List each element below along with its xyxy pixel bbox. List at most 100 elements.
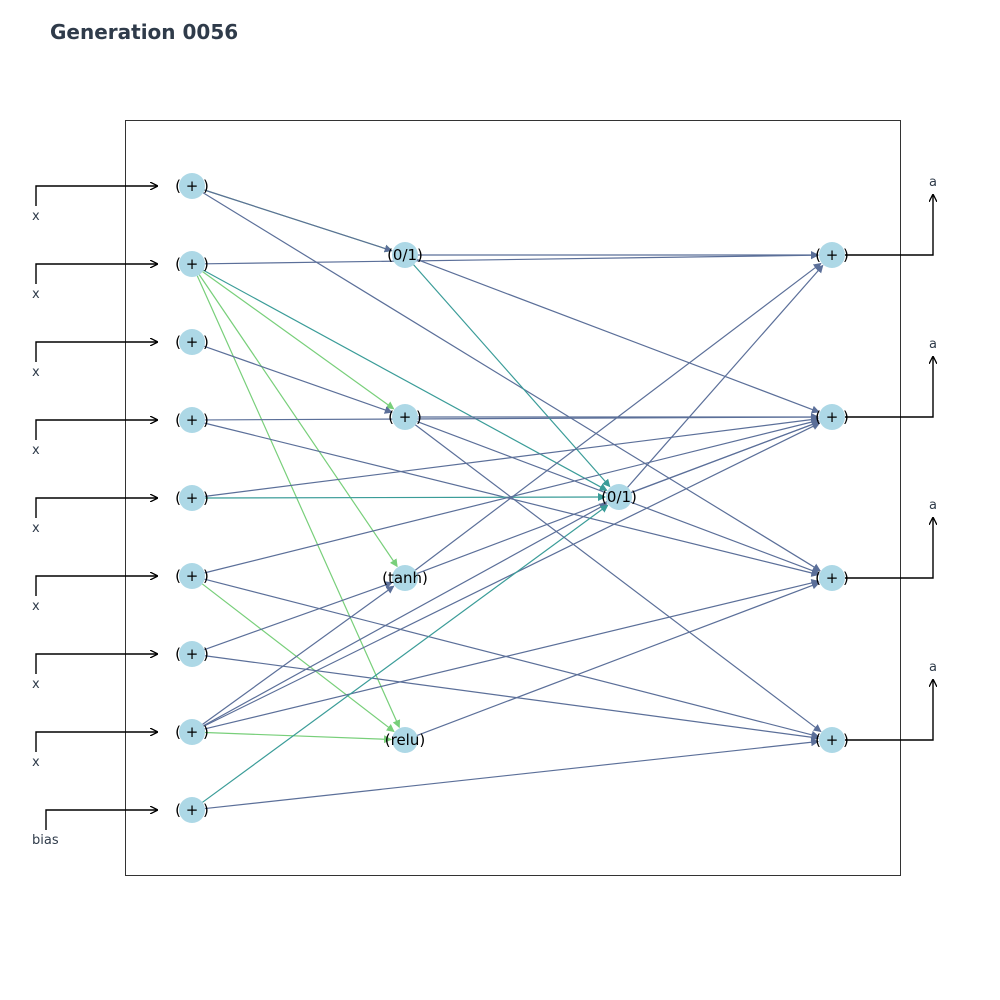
hidden-node-h5: (0/1) bbox=[601, 484, 637, 510]
input-node-label: ( + ) bbox=[175, 723, 209, 741]
edge-i1-h3-5 bbox=[198, 274, 398, 568]
output-node-circle bbox=[819, 727, 845, 753]
input-node-i6: ( + ) bbox=[175, 641, 209, 667]
edge-i4-h5-11 bbox=[204, 493, 607, 502]
edge-i3-o2-10 bbox=[204, 422, 820, 577]
input-node-i7: ( + ) bbox=[175, 719, 209, 745]
edge-i2-h2-8 bbox=[204, 345, 393, 414]
edge-i7-h5-19 bbox=[203, 503, 608, 727]
edge-i1-o0-3 bbox=[204, 251, 820, 265]
output-label-3: a bbox=[929, 660, 937, 675]
output-arrow-3 bbox=[845, 680, 933, 741]
output-node-o1: ( + ) bbox=[815, 404, 849, 430]
page-title: Generation 0056 bbox=[50, 20, 239, 44]
hidden-node-circle bbox=[392, 727, 418, 753]
output-label-1: a bbox=[929, 337, 937, 352]
input-node-circle bbox=[179, 563, 205, 589]
input-node-i8: ( + ) bbox=[175, 797, 209, 823]
output-arrow-2 bbox=[845, 518, 933, 579]
input-node-circle bbox=[179, 641, 205, 667]
edge-i1-h4-6 bbox=[196, 275, 401, 729]
input-node-label: ( + ) bbox=[175, 801, 209, 819]
input-node-i2: ( + ) bbox=[175, 329, 209, 355]
edge-i7-h4-18 bbox=[204, 731, 393, 744]
input-node-label: ( + ) bbox=[175, 645, 209, 663]
edge-i5-o1-13 bbox=[204, 418, 820, 574]
edge-i0-h1-1 bbox=[204, 189, 393, 253]
input-arrow-3 bbox=[35, 420, 157, 440]
hidden-node-label: (0/1) bbox=[387, 246, 423, 264]
input-node-circle bbox=[179, 251, 205, 277]
output-arrow-1 bbox=[845, 357, 933, 418]
input-node-circle bbox=[179, 797, 205, 823]
output-node-label: ( + ) bbox=[815, 569, 849, 587]
input-node-label: ( + ) bbox=[175, 177, 209, 195]
input-node-i3: ( + ) bbox=[175, 407, 209, 433]
output-label-2: a bbox=[929, 498, 937, 513]
input-node-label: ( + ) bbox=[175, 411, 209, 429]
edge-h5-o1-35 bbox=[630, 420, 820, 493]
hidden-node-label: (relu) bbox=[385, 731, 425, 749]
input-arrow-5 bbox=[35, 576, 157, 596]
input-label-2: x bbox=[32, 365, 40, 380]
output-node-o2: ( + ) bbox=[815, 565, 849, 591]
input-node-label: ( + ) bbox=[175, 567, 209, 585]
output-node-circle bbox=[819, 565, 845, 591]
input-label-8: bias bbox=[32, 833, 59, 848]
hidden-node-circle bbox=[392, 404, 418, 430]
edge-i5-h4-15 bbox=[201, 583, 395, 733]
edge-i1-h5-7 bbox=[203, 269, 608, 491]
edge-h1-o1-26 bbox=[416, 259, 820, 414]
input-label-1: x bbox=[32, 287, 40, 302]
edge-i8-h5-23 bbox=[202, 504, 609, 803]
input-label-0: x bbox=[32, 209, 40, 224]
input-node-label: ( + ) bbox=[175, 255, 209, 273]
edge-h5-o0-34 bbox=[627, 264, 824, 488]
input-node-circle bbox=[179, 485, 205, 511]
input-arrow-7 bbox=[35, 732, 157, 752]
input-label-5: x bbox=[32, 599, 40, 614]
output-arrow-0 bbox=[845, 195, 933, 256]
input-node-circle bbox=[179, 329, 205, 355]
edge-i6-o3-17 bbox=[204, 655, 820, 742]
input-label-6: x bbox=[32, 677, 40, 692]
hidden-node-label: ( + ) bbox=[388, 408, 422, 426]
hidden-node-label: (0/1) bbox=[601, 488, 637, 506]
input-node-circle bbox=[179, 173, 205, 199]
output-label-0: a bbox=[929, 175, 937, 190]
hidden-node-circle bbox=[392, 242, 418, 268]
input-label-4: x bbox=[32, 521, 40, 536]
input-arrow-0 bbox=[35, 186, 157, 206]
input-label-3: x bbox=[32, 443, 40, 458]
edge-i6-h3-16 bbox=[204, 581, 393, 651]
edge-i7-o2-21 bbox=[204, 579, 820, 730]
nodes-layer: ( + ) ( + ) ( + ) ( + ) ( + ) ( + ) ( + ) ( + )… bbox=[175, 173, 849, 823]
output-node-circle bbox=[819, 404, 845, 430]
edge-i0-o2-2 bbox=[202, 192, 821, 572]
edge-i7-o1-20 bbox=[203, 422, 821, 727]
hidden-node-h3: (tanh) bbox=[382, 565, 428, 591]
edge-i8-o3-24 bbox=[204, 738, 820, 810]
edge-h2-o3-30 bbox=[415, 424, 822, 733]
edge-i7-h3-22 bbox=[202, 585, 395, 725]
input-arrow-4 bbox=[35, 498, 157, 518]
input-arrow-8 bbox=[45, 810, 157, 830]
output-node-label: ( + ) bbox=[815, 731, 849, 749]
output-node-label: ( + ) bbox=[815, 408, 849, 426]
input-node-circle bbox=[179, 719, 205, 745]
output-node-o0: ( + ) bbox=[815, 242, 849, 268]
input-arrow-2 bbox=[35, 342, 157, 362]
edge-h4-o2-33 bbox=[416, 581, 820, 736]
input-label-7: x bbox=[32, 755, 40, 770]
input-arrow-6 bbox=[35, 654, 157, 674]
hidden-node-circle bbox=[392, 565, 418, 591]
edge-i1-h2-4 bbox=[202, 271, 395, 410]
input-node-circle bbox=[179, 407, 205, 433]
input-node-i5: ( + ) bbox=[175, 563, 209, 589]
hidden-node-h1: (0/1) bbox=[387, 242, 423, 268]
io-layer: x x x x x x x x bias a a a a bbox=[32, 175, 937, 848]
input-node-label: ( + ) bbox=[175, 489, 209, 507]
output-node-circle bbox=[819, 242, 845, 268]
hidden-node-h4: (relu) bbox=[385, 727, 425, 753]
input-node-i1: ( + ) bbox=[175, 251, 209, 277]
